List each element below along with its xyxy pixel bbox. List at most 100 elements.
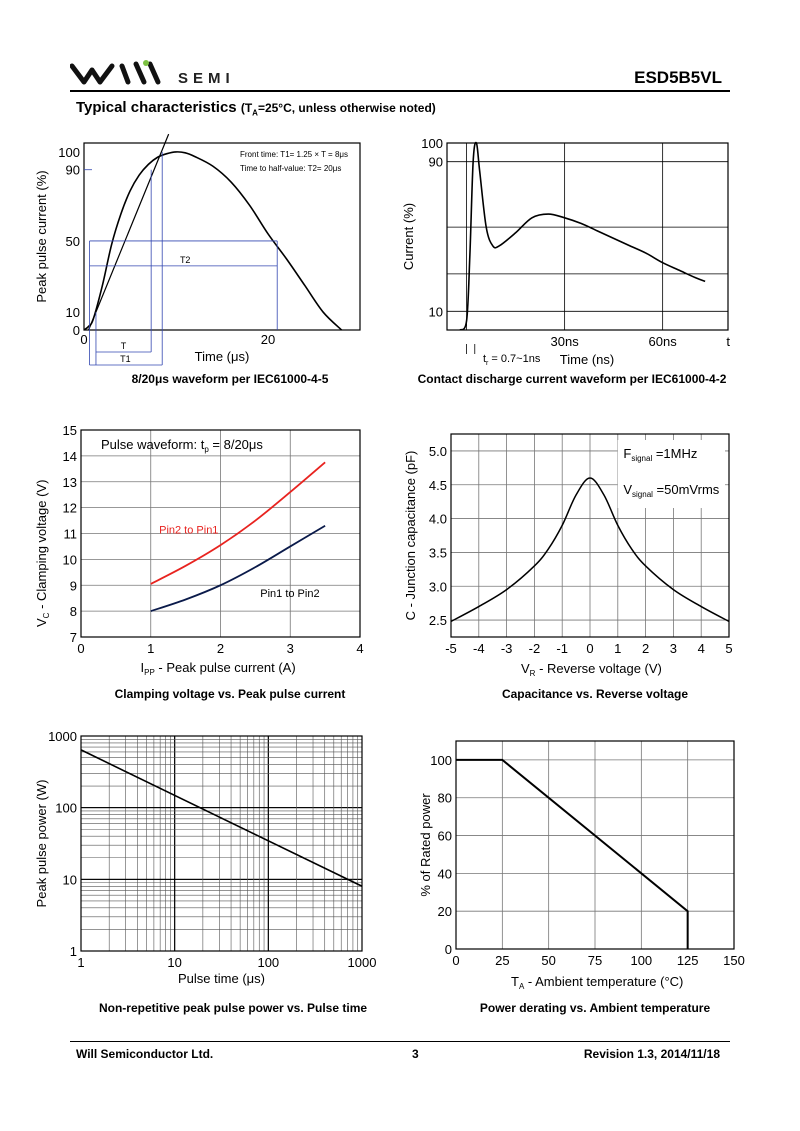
cap-x-tick: -4 <box>473 641 485 656</box>
derate-y-tick: 100 <box>430 753 452 768</box>
derate-x-tick: 100 <box>630 953 652 968</box>
derate-y-tick: 40 <box>438 866 452 881</box>
derate-y-tick: 80 <box>438 791 452 806</box>
part-number: ESD5B5VL <box>634 68 722 87</box>
derate-plot-frame <box>455 740 735 950</box>
waveform-y-tick: 100 <box>58 145 80 160</box>
caption-contact-discharge: Contact discharge current waveform per I… <box>417 372 727 386</box>
cap-x-tick: 1 <box>614 641 621 656</box>
condition-post: =25°C, unless otherwise noted) <box>257 101 436 115</box>
power-y-label: Peak pulse power (W) <box>34 780 49 908</box>
waveform-t1-marker: T1 <box>120 354 131 364</box>
condition-pre: (T <box>240 101 253 115</box>
derate-y-tick: 60 <box>438 829 452 844</box>
cap-y-tick: 3.0 <box>429 579 447 594</box>
waveform-y-label: Peak pulse current (%) <box>34 170 49 302</box>
waveform-x-tick: 0 <box>80 332 87 347</box>
cap-x-tick: -2 <box>529 641 541 656</box>
caption-waveform: 8/20μs waveform per IEC61000-4-5 <box>131 372 329 386</box>
power-y-tick: 1 <box>70 944 77 959</box>
power-x-tick: 100 <box>257 955 279 970</box>
discharge-x-tick: 60ns <box>649 334 678 349</box>
discharge-x-end-label: t <box>726 334 730 349</box>
discharge-y-tick: 90 <box>429 155 443 170</box>
power-x-tick: 1000 <box>348 955 377 970</box>
cap-x-tick: 3 <box>670 641 677 656</box>
power-y-tick: 1000 <box>48 729 77 744</box>
derate-x-tick: 0 <box>452 953 459 968</box>
clamp-y-tick: 14 <box>63 449 77 464</box>
clamp-y-tick: 12 <box>63 501 77 516</box>
footer-company: Will Semiconductor Ltd. <box>76 1047 214 1061</box>
waveform-note-front-time: Front time: T1= 1.25 × T = 8μs <box>240 150 348 159</box>
clamp-x-tick: 4 <box>356 641 363 656</box>
clamp-y-label: VC - Clamping voltage (V) <box>34 480 51 627</box>
discharge-x-tick: 30ns <box>551 334 580 349</box>
waveform-t2-marker: T2 <box>180 255 191 265</box>
cap-x-tick: 0 <box>586 641 593 656</box>
footer-divider <box>70 1041 730 1042</box>
derate-y-tick: 20 <box>438 904 452 919</box>
discharge-x-label: Time (ns) <box>560 352 614 367</box>
company-logo <box>70 60 161 85</box>
caption-derating: Power derating vs. Ambient temperature <box>479 1001 711 1015</box>
clamp-x-tick: 0 <box>77 641 84 656</box>
derate-y-tick: 0 <box>445 942 452 957</box>
clamp-x-label: IPP - Peak pulse current (A) <box>141 660 296 677</box>
clamp-x-tick: 2 <box>217 641 224 656</box>
cap-x-label: VR - Reverse voltage (V) <box>521 661 662 678</box>
clamp-series-1-line <box>150 461 326 585</box>
clamp-y-tick: 10 <box>63 552 77 567</box>
discharge-y-label: Current (%) <box>401 203 416 270</box>
waveform-y-tick: 10 <box>66 305 80 320</box>
clamp-y-tick: 13 <box>63 475 77 490</box>
derate-x-tick: 25 <box>495 953 509 968</box>
cap-legend-entry: Fsignal =1MHz <box>623 446 697 463</box>
clamp-series-1-label: Pin2 to Pin1 <box>159 525 218 537</box>
cap-x-tick: 4 <box>698 641 705 656</box>
waveform-x-label: Time (μs) <box>195 349 250 364</box>
section-title: Typical characteristics (TA=25°C, unless… <box>76 99 436 117</box>
cap-y-tick: 5.0 <box>429 444 447 459</box>
cap-y-tick: 4.5 <box>429 478 447 493</box>
waveform-y-tick: 90 <box>66 163 80 178</box>
section-title-text: Typical characteristics <box>76 99 237 116</box>
clamp-y-tick: 15 <box>63 423 77 438</box>
cap-x-tick: -5 <box>445 641 457 656</box>
section-condition: (TA=25°C, unless otherwise noted) <box>240 101 436 117</box>
header-divider <box>70 90 730 92</box>
derate-x-label: TA - Ambient temperature (°C) <box>511 974 683 991</box>
cap-plot-frame <box>450 433 730 638</box>
discharge-y-tick: 100 <box>421 136 443 151</box>
waveform-note-half-time: Time to half-value: T2= 20μs <box>240 164 341 173</box>
power-y-tick: 100 <box>55 801 77 816</box>
cap-y-tick: 2.5 <box>429 613 447 628</box>
clamp-y-tick: 8 <box>70 604 77 619</box>
discharge-rise-note: tr = 0.7~1ns <box>483 353 541 367</box>
waveform-front-line <box>88 133 170 331</box>
derate-x-tick: 50 <box>541 953 555 968</box>
cap-x-tick: -3 <box>501 641 513 656</box>
caption-clamping: Clamping voltage vs. Peak pulse current <box>114 687 346 701</box>
caption-peak-power: Non-repetitive peak pulse power vs. Puls… <box>98 1001 368 1015</box>
waveform-y-tick: 0 <box>73 323 80 338</box>
clamp-series-2-label: Pin1 to Pin2 <box>260 588 319 600</box>
cap-x-tick: 2 <box>642 641 649 656</box>
clamp-x-tick: 1 <box>147 641 154 656</box>
cap-y-tick: 3.5 <box>429 545 447 560</box>
clamp-x-tick: 3 <box>287 641 294 656</box>
clamp-y-tick: 11 <box>64 527 78 542</box>
derate-x-tick: 150 <box>723 953 745 968</box>
derate-x-tick: 125 <box>677 953 699 968</box>
waveform-t-marker: T <box>121 341 127 351</box>
clamp-pulse-note: Pulse waveform: tp = 8/20μs <box>101 437 263 454</box>
power-plot-frame <box>80 735 363 952</box>
clamp-plot-frame <box>80 429 361 638</box>
power-y-tick: 10 <box>63 872 77 887</box>
cap-legend-entry: Vsignal =50mVrms <box>623 482 719 499</box>
discharge-y-tick: 10 <box>429 304 443 319</box>
waveform-y-tick: 50 <box>66 234 80 249</box>
caption-capacitance: Capacitance vs. Reverse voltage <box>501 687 689 701</box>
derate-x-tick: 75 <box>588 953 602 968</box>
